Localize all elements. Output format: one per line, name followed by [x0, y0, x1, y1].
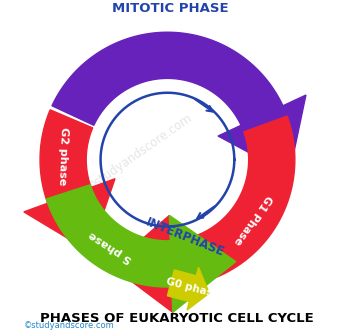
- Polygon shape: [52, 32, 306, 174]
- Text: G0 phase: G0 phase: [165, 276, 221, 300]
- Polygon shape: [111, 116, 295, 312]
- Text: INTERPHASE: INTERPHASE: [144, 216, 226, 259]
- Polygon shape: [46, 185, 236, 312]
- Polygon shape: [24, 110, 115, 252]
- Polygon shape: [167, 267, 209, 310]
- Text: @studyandscore.com: @studyandscore.com: [83, 112, 195, 195]
- Text: MITOTIC PHASE: MITOTIC PHASE: [112, 2, 229, 15]
- Text: G1 Phase: G1 Phase: [232, 193, 274, 246]
- Text: S phase: S phase: [87, 229, 134, 265]
- Text: ©studyandscore.com: ©studyandscore.com: [24, 321, 115, 330]
- Text: PHASES OF EUKARYOTIC CELL CYCLE: PHASES OF EUKARYOTIC CELL CYCLE: [40, 312, 314, 325]
- Text: G2 phase: G2 phase: [57, 127, 69, 185]
